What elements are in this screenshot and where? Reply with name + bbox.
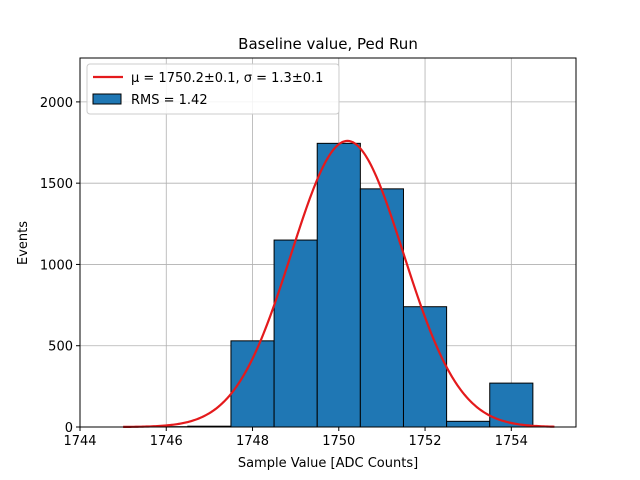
legend-histogram-swatch xyxy=(92,93,122,105)
x-tick-label: 1752 xyxy=(408,434,441,449)
x-axis-label: Sample Value [ADC Counts] xyxy=(238,456,418,471)
x-tick-label: 1754 xyxy=(495,434,528,449)
legend-histogram-label: RMS = 1.42 xyxy=(131,93,208,108)
histogram-bar xyxy=(316,142,361,428)
x-tick-label: 1750 xyxy=(322,434,355,449)
legend: μ = 1750.2±0.1, σ = 1.3±0.1 RMS = 1.42 xyxy=(86,63,340,115)
histogram-bar xyxy=(273,239,318,428)
histogram-bar xyxy=(359,188,404,428)
fit-curve xyxy=(123,139,555,428)
x-axis-ticks: 1744 1746 1748 1750 1752 1754 xyxy=(63,427,528,449)
y-tick-label: 500 xyxy=(48,340,73,355)
histogram-bar xyxy=(402,306,448,428)
y-tick-label: 1000 xyxy=(40,258,73,273)
y-axis-ticks: 0 500 1000 1500 2000 xyxy=(40,96,80,436)
legend-fit-label: μ = 1750.2±0.1, σ = 1.3±0.1 xyxy=(131,71,323,86)
chart-title: Baseline value, Ped Run xyxy=(238,35,418,53)
legend-box xyxy=(86,63,340,115)
histogram-bar xyxy=(489,382,534,428)
y-axis-label: Events xyxy=(16,221,31,265)
x-tick-label: 1748 xyxy=(236,434,269,449)
x-tick-label: 1746 xyxy=(150,434,183,449)
y-tick-label: 0 xyxy=(65,421,73,436)
x-tick-label: 1744 xyxy=(63,434,96,449)
y-tick-label: 2000 xyxy=(40,96,73,111)
histogram-bars xyxy=(144,142,534,428)
histogram-bar xyxy=(446,420,491,428)
plot-frame xyxy=(79,57,577,428)
y-tick-label: 1500 xyxy=(40,177,73,192)
